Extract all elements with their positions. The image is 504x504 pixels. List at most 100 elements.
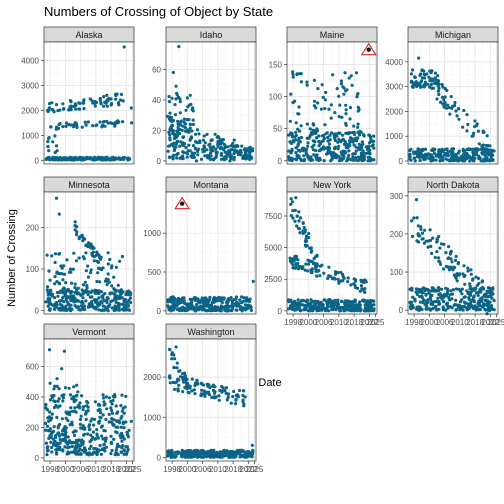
data-point xyxy=(72,449,77,453)
data-point xyxy=(65,258,69,262)
data-point xyxy=(340,153,344,157)
data-point xyxy=(361,279,365,283)
data-point xyxy=(311,309,315,313)
data-point xyxy=(437,256,441,260)
data-point xyxy=(184,455,188,459)
data-point xyxy=(64,416,68,420)
panel-border-washington xyxy=(165,338,257,462)
data-point xyxy=(477,303,481,307)
panel-bg-washington xyxy=(166,339,256,461)
data-point xyxy=(107,396,111,400)
y-tick-label: 0 xyxy=(278,157,283,166)
data-point xyxy=(474,286,478,290)
data-point xyxy=(109,434,113,438)
data-point xyxy=(167,155,172,159)
data-point xyxy=(166,304,170,308)
data-point xyxy=(56,294,60,298)
data-point xyxy=(95,433,99,437)
data-point xyxy=(365,303,369,307)
data-point xyxy=(75,125,79,129)
data-point xyxy=(168,127,172,131)
data-point xyxy=(173,450,177,455)
y-tick-label: 200 xyxy=(390,230,404,239)
data-point xyxy=(356,109,360,113)
x-tick-label: 2025 xyxy=(488,318,504,327)
data-point xyxy=(372,303,376,307)
data-point xyxy=(219,142,223,146)
data-point xyxy=(345,158,349,162)
data-point xyxy=(94,437,98,441)
data-point xyxy=(85,286,89,290)
data-point xyxy=(70,281,74,285)
data-point xyxy=(414,290,418,294)
panel-border-alaska xyxy=(43,41,135,165)
data-point xyxy=(447,245,451,249)
data-point xyxy=(465,308,469,312)
data-point xyxy=(73,286,77,290)
data-point xyxy=(340,115,344,119)
data-point xyxy=(190,377,194,381)
data-point xyxy=(293,266,297,270)
data-point xyxy=(95,447,99,451)
data-point xyxy=(84,156,88,160)
data-point xyxy=(233,149,237,153)
data-point xyxy=(188,93,192,97)
data-point xyxy=(101,120,106,124)
data-point xyxy=(414,80,418,84)
data-point xyxy=(98,415,102,419)
data-point xyxy=(212,158,216,162)
panel-maine: Maine 0 50 100 150 xyxy=(269,26,378,166)
data-point xyxy=(191,118,195,122)
data-point xyxy=(45,253,49,257)
data-point xyxy=(437,292,441,297)
data-point xyxy=(174,97,178,101)
data-point xyxy=(411,68,415,72)
data-point xyxy=(53,439,57,443)
data-point xyxy=(296,144,300,148)
data-point xyxy=(65,296,69,300)
data-point xyxy=(233,144,238,148)
x-tick-label: 2006 xyxy=(72,465,90,474)
data-point xyxy=(170,123,174,127)
data-point xyxy=(415,216,419,220)
data-point xyxy=(350,83,354,87)
data-point xyxy=(357,142,361,146)
data-point xyxy=(229,401,233,405)
data-point xyxy=(476,290,480,295)
data-point xyxy=(336,277,340,281)
data-point xyxy=(338,103,342,107)
data-point xyxy=(110,156,114,160)
y-tick-label: 100 xyxy=(269,93,283,102)
data-point xyxy=(341,306,345,310)
data-point xyxy=(342,276,346,280)
data-point xyxy=(422,241,426,245)
y-tick-label: 40 xyxy=(152,96,161,105)
data-point xyxy=(45,407,49,411)
y-tick-label: 300 xyxy=(390,192,404,201)
strip-label-maine: Maine xyxy=(320,30,345,40)
data-point xyxy=(173,113,178,117)
data-point xyxy=(55,290,60,295)
data-point xyxy=(100,434,104,438)
data-point xyxy=(421,301,425,305)
data-point xyxy=(168,451,173,455)
data-point xyxy=(315,309,319,313)
data-point xyxy=(480,299,484,303)
data-point xyxy=(428,238,433,242)
data-point xyxy=(297,305,301,310)
data-point xyxy=(230,301,234,306)
data-point xyxy=(45,424,50,428)
data-point xyxy=(320,263,324,267)
data-point xyxy=(82,405,86,409)
data-point xyxy=(191,109,195,113)
data-point xyxy=(184,108,188,112)
data-point xyxy=(360,156,364,160)
data-point xyxy=(199,157,204,161)
data-point xyxy=(172,153,176,157)
data-point xyxy=(78,156,83,160)
data-point xyxy=(193,147,198,151)
data-point xyxy=(48,308,52,312)
data-point xyxy=(96,271,100,275)
data-point xyxy=(222,297,226,301)
data-point xyxy=(354,306,358,310)
